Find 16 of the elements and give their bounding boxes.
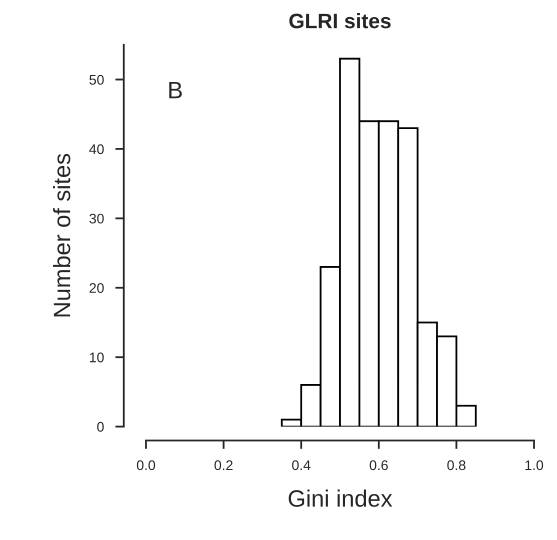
- y-tick-label: 30: [89, 214, 104, 224]
- y-axis-title: Number of sites: [52, 154, 70, 316]
- x-tick-label: 0.8: [447, 460, 466, 470]
- y-tick-label: 10: [90, 352, 104, 362]
- annotation: B: [169, 82, 182, 98]
- x-tick-label: 0.2: [214, 460, 233, 470]
- chart-title: GLRI sites: [289, 13, 391, 28]
- y-tick-label: 50: [89, 74, 104, 85]
- y-tick-label: 0: [97, 422, 104, 432]
- y-tick-label: 40: [89, 144, 104, 154]
- x-tick-label: 1.0: [525, 460, 544, 470]
- x-tick-label: 0.6: [370, 460, 388, 470]
- x-axis-title: Gini index: [288, 490, 392, 507]
- x-tick-label: 0.4: [292, 460, 310, 470]
- x-tick-label: 0.0: [136, 460, 156, 470]
- y-tick-label: 20: [90, 283, 104, 293]
